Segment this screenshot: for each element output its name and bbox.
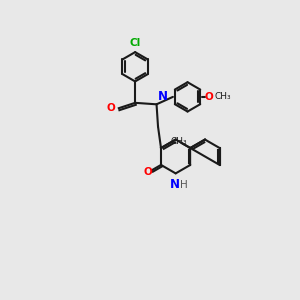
Text: CH₃: CH₃ xyxy=(215,92,232,101)
Text: O: O xyxy=(144,167,152,177)
Text: N: N xyxy=(170,178,180,191)
Text: H: H xyxy=(179,180,187,190)
Text: Cl: Cl xyxy=(130,38,141,48)
Text: CH₃: CH₃ xyxy=(171,137,188,146)
Text: O: O xyxy=(106,103,115,113)
Text: N: N xyxy=(158,90,168,103)
Text: O: O xyxy=(205,92,213,102)
